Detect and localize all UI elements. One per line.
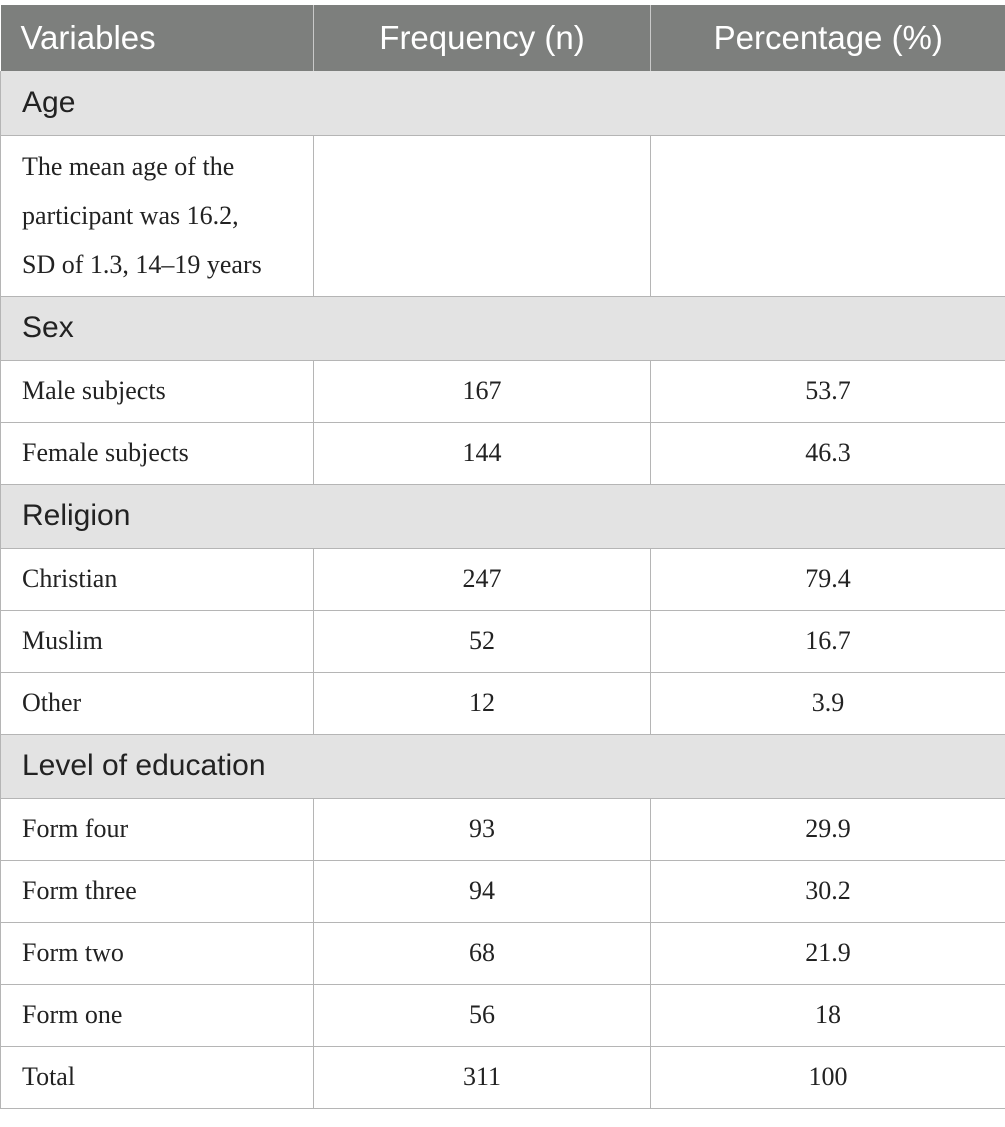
header-frequency: Frequency (n): [313, 5, 651, 71]
header-percentage: Percentage (%): [650, 5, 1005, 71]
table-row: Christian 247 79.4: [0, 547, 1005, 611]
demographics-table: Variables Frequency (n) Percentage (%) A…: [0, 5, 1005, 1109]
table-row: Form three 94 30.2: [0, 859, 1005, 923]
table-row: Male subjects 167 53.7: [0, 359, 1005, 423]
table-header-row: Variables Frequency (n) Percentage (%): [0, 5, 1005, 71]
cell-frequency: 144: [313, 421, 651, 485]
section-title: Age: [0, 71, 1005, 136]
table-row-total: Total 311 100: [0, 1045, 1005, 1109]
section-row-religion: Religion: [0, 484, 1005, 549]
cell-frequency: 247: [313, 547, 651, 611]
header-variables: Variables: [0, 5, 314, 71]
cell-percentage: 53.7: [650, 359, 1005, 423]
cell-frequency: 56: [313, 983, 651, 1047]
cell-percentage: 46.3: [650, 421, 1005, 485]
cell-percentage: 79.4: [650, 547, 1005, 611]
age-note-line: The mean age of the: [22, 152, 235, 181]
section-title: Level of education: [0, 734, 1005, 799]
cell-frequency: 52: [313, 609, 651, 673]
age-note: The mean age of the participant was 16.2…: [0, 134, 314, 297]
cell-label: Female subjects: [0, 421, 314, 485]
cell-label: Total: [0, 1045, 314, 1109]
section-row-sex: Sex: [0, 296, 1005, 361]
age-note-line: SD of 1.3, 14–19 years: [22, 250, 262, 279]
cell-label: Form three: [0, 859, 314, 923]
section-row-age: Age: [0, 71, 1005, 136]
cell-label: Christian: [0, 547, 314, 611]
cell-frequency: 311: [313, 1045, 651, 1109]
cell-percentage: 30.2: [650, 859, 1005, 923]
table-row: Muslim 52 16.7: [0, 609, 1005, 673]
cell-frequency: 12: [313, 671, 651, 735]
cell-percentage: 3.9: [650, 671, 1005, 735]
cell-label: Other: [0, 671, 314, 735]
cell-percentage: 100: [650, 1045, 1005, 1109]
cell-frequency: [313, 134, 651, 297]
table-row: Form two 68 21.9: [0, 921, 1005, 985]
cell-percentage: 18: [650, 983, 1005, 1047]
table-row: Form four 93 29.9: [0, 797, 1005, 861]
cell-percentage: 29.9: [650, 797, 1005, 861]
cell-percentage: [650, 134, 1005, 297]
cell-label: Form four: [0, 797, 314, 861]
section-title: Sex: [0, 296, 1005, 361]
age-note-line: participant was 16.2,: [22, 201, 239, 230]
cell-frequency: 93: [313, 797, 651, 861]
cell-frequency: 68: [313, 921, 651, 985]
cell-percentage: 16.7: [650, 609, 1005, 673]
cell-percentage: 21.9: [650, 921, 1005, 985]
cell-frequency: 167: [313, 359, 651, 423]
cell-label: Form one: [0, 983, 314, 1047]
section-row-education: Level of education: [0, 734, 1005, 799]
cell-label: Male subjects: [0, 359, 314, 423]
table-row: Other 12 3.9: [0, 671, 1005, 735]
cell-label: Form two: [0, 921, 314, 985]
table-row: The mean age of the participant was 16.2…: [0, 134, 1005, 297]
table-row: Form one 56 18: [0, 983, 1005, 1047]
table-row: Female subjects 144 46.3: [0, 421, 1005, 485]
cell-frequency: 94: [313, 859, 651, 923]
cell-label: Muslim: [0, 609, 314, 673]
section-title: Religion: [0, 484, 1005, 549]
